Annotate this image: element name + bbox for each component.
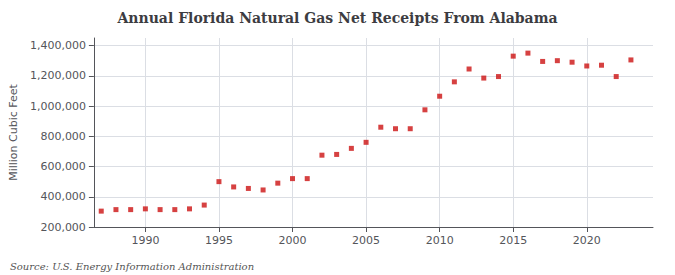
svg-text:Million Cubic Feet: Million Cubic Feet (7, 83, 20, 180)
svg-text:1,400,000: 1,400,000 (30, 39, 86, 52)
svg-text:400,000: 400,000 (40, 190, 86, 203)
svg-text:1,000,000: 1,000,000 (30, 100, 86, 113)
svg-text:2010: 2010 (426, 234, 454, 247)
svg-text:600,000: 600,000 (40, 160, 86, 173)
svg-text:2000: 2000 (279, 234, 307, 247)
svg-text:2005: 2005 (352, 234, 380, 247)
svg-text:2020: 2020 (573, 234, 601, 247)
svg-text:200,000: 200,000 (40, 221, 86, 234)
svg-text:800,000: 800,000 (40, 130, 86, 143)
svg-text:2015: 2015 (499, 234, 527, 247)
svg-text:1,200,000: 1,200,000 (30, 69, 86, 82)
svg-text:Source: U.S. Energy Informatio: Source: U.S. Energy Information Administ… (10, 261, 254, 272)
svg-text:Annual Florida Natural Gas Net: Annual Florida Natural Gas Net Receipts … (116, 10, 557, 26)
svg-text:1990: 1990 (131, 234, 159, 247)
svg-text:1995: 1995 (205, 234, 233, 247)
